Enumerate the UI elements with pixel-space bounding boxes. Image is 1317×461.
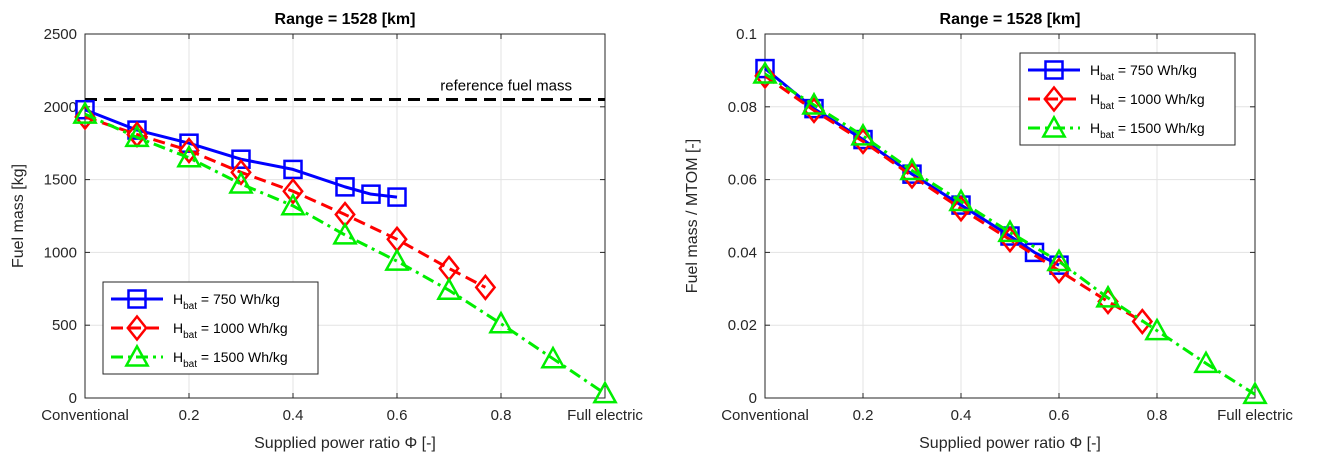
legend-label: Hbat = 1000 Wh/kg [173,320,288,341]
data-point [950,195,972,223]
data-point [752,60,778,84]
data-point [592,380,618,404]
y-tick-label: 0 [749,390,757,407]
data-point [230,158,252,186]
legend-marker [1043,85,1065,113]
data-point [474,273,497,301]
legend: Hbat = 750 Wh/kg Hbat = 1000 Wh/kg Hbat = … [102,281,319,375]
y-tick-label: 1000 [44,244,77,261]
legend-marker [1041,114,1067,138]
data-point [335,177,355,197]
data-point [1242,381,1268,405]
data-point [948,188,974,212]
chart-title: Range = 1528 [km] [940,11,1081,28]
fuel-mass-chart: Conventional 0.2 0.4 0.6 0.8 Full electric 0 50… [10,11,643,452]
y-tick-label: 0.04 [728,244,757,261]
y-tick-label: 1500 [44,172,77,189]
data-point [436,277,462,301]
data-point [176,144,202,168]
data-point [1095,284,1121,308]
y-tick-label: 0.1 [736,26,757,43]
axes-frame [84,33,606,399]
y-axis-label: Fuel mass [kg] [10,164,27,268]
y-tick-label: 2000 [44,99,77,116]
data-point [384,247,410,271]
x-tick-label: Conventional [41,407,129,424]
legend-label: Hbat = 750 Wh/kg [173,291,280,312]
x-tick-label: Conventional [721,407,809,424]
legend-label: Hbat = 1500 Wh/kg [173,349,288,370]
y-tick-label: 0.06 [728,172,757,189]
y-tick-label: 500 [52,317,77,334]
series-line [84,115,487,289]
x-axis-label: Supplied power ratio Φ [-] [919,435,1101,452]
data-point [178,137,200,164]
x-tick-label: 0.2 [853,407,874,424]
data-point [1144,317,1170,341]
data-point [899,157,925,181]
legend-marker [127,289,147,309]
data-point [1193,350,1219,374]
data-point [72,100,98,124]
y-tick-label: 2500 [44,26,77,43]
x-tick-label: 0.8 [1147,407,1168,424]
data-point [540,345,566,369]
data-point [1046,248,1072,272]
legend-label: Hbat = 750 Wh/kg [1090,62,1197,83]
data-point [999,226,1021,254]
x-tick-label: Full electric [567,407,643,424]
data-point [997,219,1023,243]
chart-title: Range = 1528 [km] [275,11,416,28]
data-point [332,221,358,245]
axes-frame [764,33,1256,399]
data-point [488,310,514,334]
data-point [850,122,876,146]
x-axis-label: Supplied power ratio Φ [-] [254,435,436,452]
legend: Hbat = 750 Wh/kg Hbat = 1000 Wh/kg Hbat = … [1019,52,1236,146]
data-point [228,170,254,194]
y-axis-label: Fuel mass / MTOM [-] [684,139,701,293]
data-point [801,91,827,115]
series-2 [752,60,1268,405]
legend-label: Hbat = 1000 Wh/kg [1090,91,1205,112]
reference-label: reference fuel mass [440,78,572,95]
series-2 [72,100,618,404]
legend-label: Hbat = 1500 Wh/kg [1090,120,1205,141]
x-tick-label: 0.4 [283,407,304,424]
y-tick-label: 0.02 [728,317,757,334]
legend-marker [126,314,148,342]
legend-marker [124,343,150,367]
x-tick-label: 0.8 [491,407,512,424]
data-point [387,187,407,207]
x-tick-label: 0.6 [387,407,408,424]
x-tick-label: 0.4 [951,407,972,424]
data-point [361,184,381,204]
x-tick-label: 0.6 [1049,407,1070,424]
y-tick-label: 0.08 [728,99,757,116]
x-tick-label: Full electric [1217,407,1293,424]
data-point [282,177,304,205]
x-tick-label: 0.2 [179,407,200,424]
series-line [84,112,606,395]
data-point [231,149,251,169]
data-point [124,124,150,148]
y-tick-label: 0 [69,390,77,407]
data-point [280,192,306,216]
legend-marker [1044,60,1064,80]
fuel-mass-ratio-chart: Conventional 0.2 0.4 0.6 0.8 Full electric 0 0.… [684,11,1293,452]
